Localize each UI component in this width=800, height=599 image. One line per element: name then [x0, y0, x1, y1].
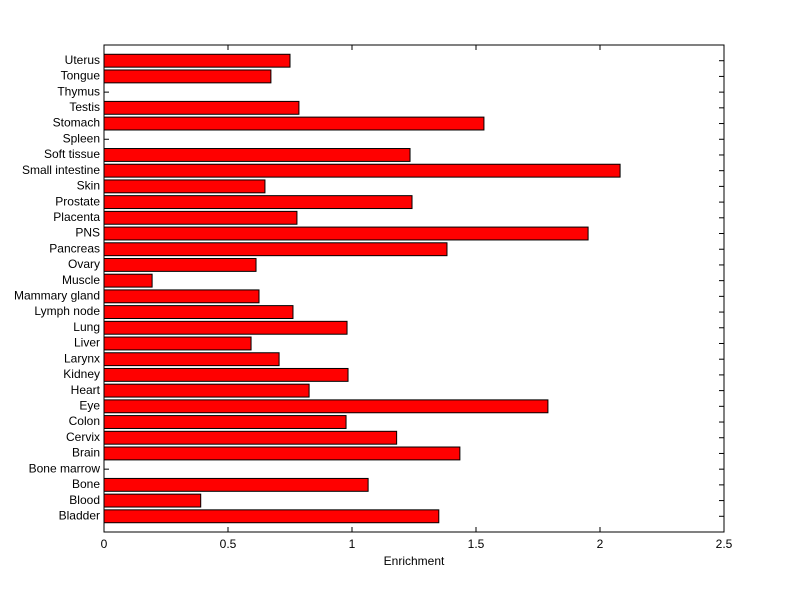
x-tick-label: 1.5: [468, 537, 485, 551]
x-tick-label: 0: [101, 537, 108, 551]
y-tick-label: Small intestine: [22, 163, 100, 177]
bar: [103, 100, 300, 115]
y-tick-label: Larynx: [64, 351, 100, 365]
bar: [103, 430, 398, 445]
bar: [103, 195, 413, 210]
bar: [103, 257, 257, 272]
y-tick-label: Kidney: [63, 367, 100, 381]
bar: [103, 352, 280, 367]
bar: [103, 320, 348, 335]
bar: [103, 53, 291, 68]
y-tick-label: Ovary: [68, 257, 100, 271]
x-tick-label: 2: [597, 537, 604, 551]
y-tick-label: Eye: [79, 398, 100, 412]
plot-frame: [103, 44, 725, 533]
bar: [103, 509, 440, 524]
bar: [103, 367, 349, 382]
bar: [103, 415, 347, 429]
bar: [103, 226, 589, 241]
x-tick-label: 2.5: [716, 537, 733, 551]
y-tick-label: Brain: [72, 446, 100, 460]
y-tick-label: Uterus: [65, 53, 100, 67]
y-tick-label: Bladder: [59, 508, 100, 522]
y-tick-label: Tongue: [61, 69, 101, 83]
y-tick-label: PNS: [75, 226, 100, 240]
bar: [103, 446, 461, 461]
bar: [103, 493, 202, 508]
bar: [103, 148, 411, 162]
y-tick-label: Muscle: [62, 273, 100, 287]
y-tick-label: Prostate: [55, 194, 100, 208]
y-tick-label: Testis: [69, 100, 100, 114]
y-tick-label: Mammary gland: [14, 289, 100, 303]
x-tick-label: 0.5: [220, 537, 237, 551]
y-tick-label: Liver: [74, 336, 100, 350]
bar: [103, 399, 549, 414]
bar: [103, 289, 260, 304]
bar: [103, 305, 294, 320]
y-tick-label: Stomach: [53, 116, 100, 130]
bar: [103, 179, 266, 194]
y-tick-label: Lymph node: [34, 304, 100, 318]
bar: [103, 69, 272, 84]
bar: [103, 336, 252, 351]
y-tick-label: Thymus: [57, 84, 100, 98]
y-tick-label: Pancreas: [49, 241, 100, 255]
y-tick-label: Soft tissue: [44, 147, 100, 161]
bar: [103, 477, 369, 492]
bar: [103, 163, 621, 178]
bar: [103, 273, 153, 288]
y-tick-label: Lung: [73, 320, 100, 334]
bar: [103, 210, 298, 225]
bar: [103, 242, 448, 257]
y-tick-label: Spleen: [63, 131, 100, 145]
y-tick-label: Blood: [69, 493, 100, 507]
y-tick-label: Cervix: [66, 430, 100, 444]
y-tick-label: Bone: [72, 477, 100, 491]
bar: [103, 383, 310, 398]
y-tick-label: Placenta: [53, 210, 100, 224]
x-tick-label: 1: [349, 537, 356, 551]
bar: [103, 116, 485, 131]
x-axis-label: Enrichment: [384, 554, 445, 568]
y-tick-label: Heart: [71, 383, 101, 397]
y-tick-label: Skin: [77, 179, 100, 193]
y-tick-label: Colon: [69, 414, 100, 428]
y-tick-label: Bone marrow: [29, 461, 101, 475]
